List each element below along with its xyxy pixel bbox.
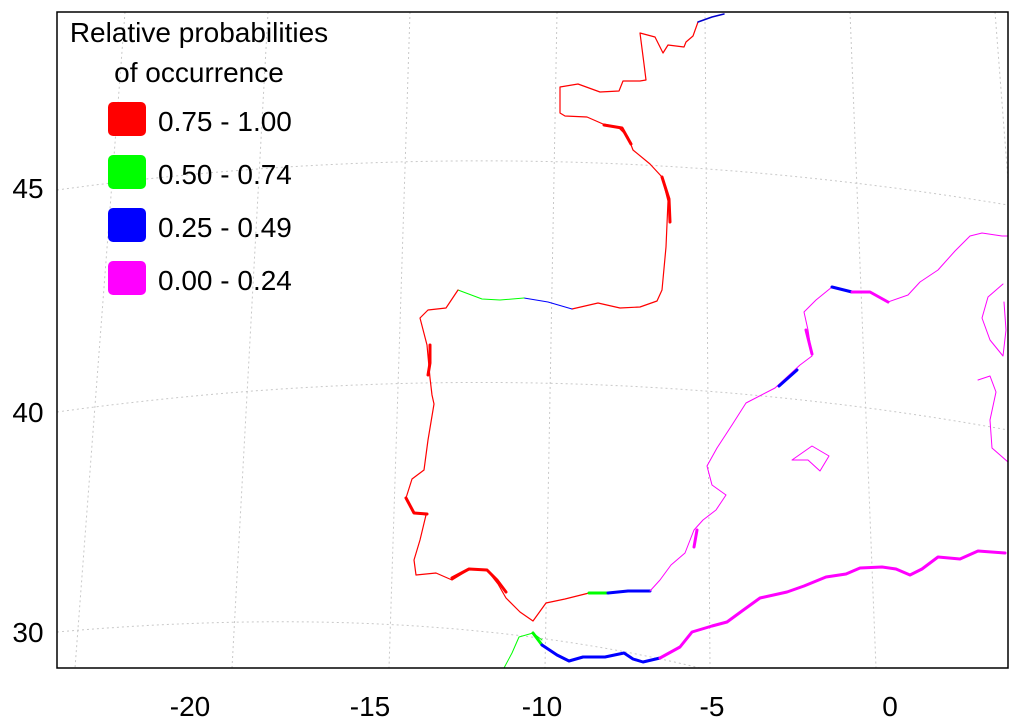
coast-africa-segment	[531, 631, 544, 647]
lon-tick-label: -10	[522, 691, 562, 722]
coast-island	[791, 445, 830, 472]
legend-item-label: 0.75 - 1.00	[158, 106, 292, 137]
coast-africa	[540, 643, 662, 664]
graticule	[56, 11, 1009, 669]
lat-tick-label: 45	[12, 173, 43, 204]
coast-iberia-segment	[404, 496, 429, 516]
lat-tick-label: 30	[12, 617, 43, 648]
legend: Relative probabilities of occurrence 0.7…	[70, 17, 328, 296]
coast-iberia-segment	[830, 285, 854, 294]
legend-swatch-green	[108, 155, 146, 189]
meridian-line	[994, 11, 1009, 181]
coast-iberia-segment	[450, 567, 508, 594]
coast-iberia-segment	[777, 368, 799, 388]
coast-iberia-segment	[804, 328, 814, 356]
meridian-line	[544, 11, 558, 669]
lat-tick-label: 40	[12, 397, 43, 428]
legend-swatch-blue	[108, 208, 146, 242]
latitude-labels: 45 40 30	[12, 173, 43, 648]
legend-title: Relative probabilities	[70, 17, 328, 48]
coast-africa	[658, 549, 1007, 660]
coast-iberia-segment	[850, 290, 890, 304]
coastlines	[404, 13, 1009, 669]
coast-iberia-segment	[692, 528, 699, 549]
legend-subtitle: of occurrence	[114, 57, 284, 88]
coast-france-segment	[697, 13, 725, 23]
coast-france	[559, 21, 699, 310]
coast-iberia-north	[457, 289, 525, 301]
parallel-line	[56, 621, 701, 669]
coast-france-segment	[660, 175, 672, 224]
coast-iberia-west	[405, 289, 590, 622]
longitude-labels: -20 -15 -10 -5 0	[170, 691, 898, 722]
legend-swatch-red	[108, 102, 146, 136]
legend-item-label: 0.00 - 0.24	[158, 265, 292, 296]
lon-tick-label: -20	[170, 691, 210, 722]
plot-frame	[56, 11, 1009, 669]
coast-iberia-east	[649, 232, 1009, 592]
meridian-line	[704, 11, 711, 669]
coast-iberia-segment	[426, 343, 432, 377]
legend-item-label: 0.50 - 0.74	[158, 159, 292, 190]
lon-tick-label: -15	[350, 691, 390, 722]
coast-france-segment	[602, 123, 633, 146]
lon-tick-label: -5	[700, 691, 725, 722]
legend-swatch-magenta	[108, 261, 146, 295]
parallel-line	[56, 381, 1009, 431]
coast-island	[977, 375, 1009, 463]
lon-tick-label: 0	[882, 691, 898, 722]
meridian-line	[388, 11, 411, 669]
coast-iberia-north	[523, 297, 573, 310]
legend-item-label: 0.25 - 0.49	[158, 212, 292, 243]
coast-island	[981, 283, 1007, 357]
coast-iberia-segment	[606, 589, 652, 595]
parallel-line	[56, 160, 1009, 206]
